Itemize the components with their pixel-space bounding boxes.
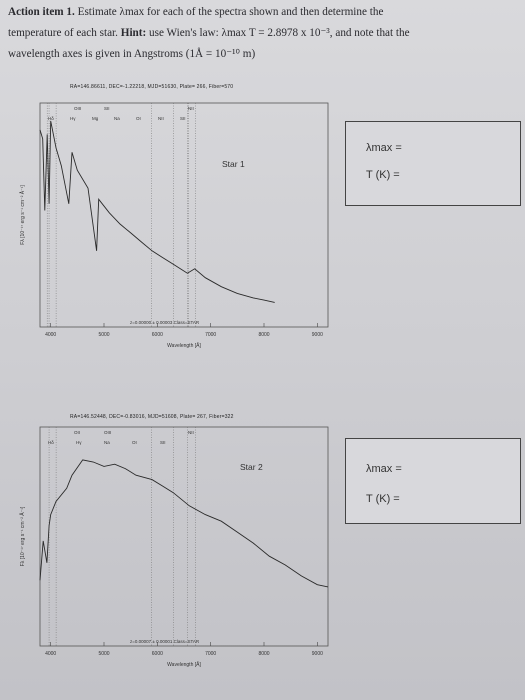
x-axis-label: Wavelength [Å] [167, 661, 201, 668]
x-tick-label: 9000 [312, 332, 323, 338]
line-id-label: Na [104, 440, 110, 445]
spectrum-1-metadata: RA=146.86611, DEC=-1.22218, MJD=51630, P… [70, 84, 234, 90]
line-id-label: NII [158, 116, 164, 121]
x-tick-label: 7000 [205, 332, 216, 338]
star-1-temperature-field[interactable]: T (K) = [366, 169, 400, 181]
plot-frame [39, 426, 329, 647]
x-tick-label: 9000 [312, 651, 323, 657]
x-tick-label: 6000 [152, 651, 163, 657]
y-axis-label: Fλ [10⁻¹⁷ erg s⁻¹ cm⁻² Å⁻¹] [19, 506, 26, 566]
star-1-label: Star 1 [222, 159, 245, 169]
line-id-label: OI [132, 440, 137, 445]
x-tick-label: 5000 [98, 332, 109, 338]
line-id-label: NII [188, 430, 194, 435]
x-tick-label: 8000 [258, 651, 269, 657]
redshift-annotation: z=0.00007 ± 0.00001 Class=STAR [130, 639, 200, 644]
instruction-line-2: temperature of each star. Hint: use Wien… [8, 27, 410, 39]
x-tick-label: 8000 [258, 332, 269, 338]
line-id-label: OIII [74, 106, 81, 111]
instruction-line-1: Action item 1. Estimate λmax for each of… [8, 6, 384, 18]
line-id-label: SII [160, 440, 166, 445]
star-2-temperature-field[interactable]: T (K) = [366, 493, 400, 505]
x-axis-label: Wavelength [Å] [167, 342, 201, 349]
plot-frame [39, 102, 329, 328]
star-1-answer-box[interactable]: λmax = T (K) = [345, 121, 521, 206]
line-id-label: SII [180, 116, 186, 121]
spectrum-2-metadata: RA=146.52448, DEC=-0.83016, MJD=51608, P… [70, 414, 234, 420]
x-tick-label: 7000 [205, 651, 216, 657]
y-axis-label: Fλ [10⁻¹⁷ erg s⁻¹ cm⁻² Å⁻¹] [19, 185, 26, 245]
spectrum-1-curve [39, 120, 275, 303]
star-1-lambda-max-field[interactable]: λmax = [366, 142, 402, 154]
redshift-annotation: z=0.00000 ± 0.00003 Class=STAR [130, 320, 200, 325]
star-2-lambda-max-field[interactable]: λmax = [366, 463, 402, 475]
x-tick-label: 4000 [45, 332, 56, 338]
line-id-label: Hδ [48, 440, 54, 445]
line-id-label: NII [188, 106, 194, 111]
line-id-label: OI [136, 116, 141, 121]
x-tick-label: 5000 [98, 651, 109, 657]
line-id-label: Hγ [70, 116, 76, 121]
x-tick-label: 4000 [45, 651, 56, 657]
spectrum-2-plot: 4000 5000 6000 7000 8000 9000 OII OIII NII Hδ Hγ Na… [19, 426, 329, 668]
star-2-label: Star 2 [240, 462, 263, 472]
instructions: Action item 1. Estimate λmax for each of… [8, 2, 518, 65]
line-id-label: OIII [104, 430, 111, 435]
line-id-label: Na [114, 116, 120, 121]
instruction-line-3: wavelength axes is given in Angstroms (1… [8, 48, 256, 60]
x-tick-label: 6000 [152, 332, 163, 338]
star-2-answer-box[interactable]: λmax = T (K) = [345, 438, 521, 524]
line-id-label: SII [104, 106, 110, 111]
line-id-label: Mg [92, 116, 99, 121]
line-id-label: Hδ [48, 116, 54, 121]
spectrum-2-curve [39, 459, 329, 588]
line-id-label: OII [74, 430, 80, 435]
line-id-label: Hγ [76, 440, 82, 445]
